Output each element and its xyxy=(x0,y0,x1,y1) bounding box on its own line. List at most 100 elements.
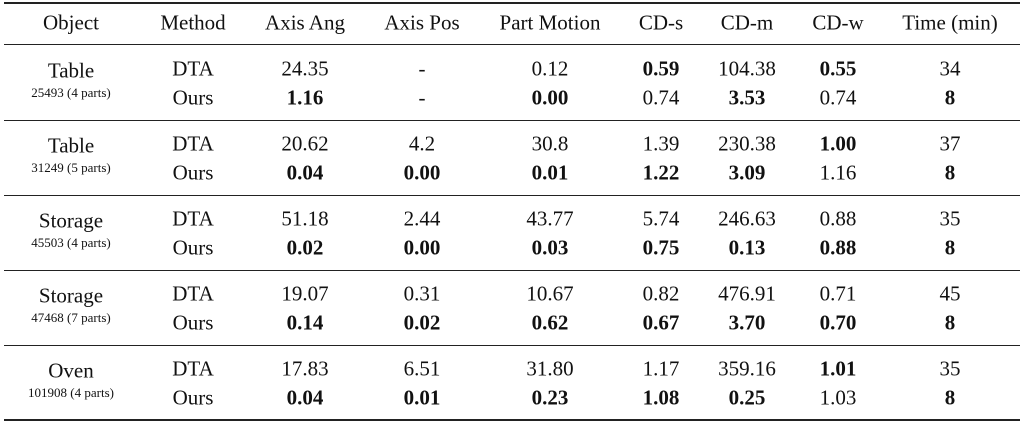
cell: 0.59 xyxy=(642,56,680,81)
cell: 8 xyxy=(944,310,956,335)
cell: 0.75 xyxy=(642,235,680,260)
method: Ours xyxy=(172,310,214,335)
cell: 8 xyxy=(944,235,956,260)
method: DTA xyxy=(172,281,214,306)
cell: 0.55 xyxy=(819,56,857,81)
cell: 34 xyxy=(939,56,961,81)
column-header: CD-w xyxy=(812,10,864,35)
cell: 43.77 xyxy=(526,206,574,231)
column-header: Part Motion xyxy=(499,10,601,35)
object-name: Storage xyxy=(38,208,104,233)
column-header: Axis Pos xyxy=(384,10,460,35)
method: Ours xyxy=(172,85,214,110)
cell: 0.12 xyxy=(531,56,569,81)
cell: 1.08 xyxy=(642,385,680,410)
object-name: Oven xyxy=(48,358,94,383)
cell: 0.67 xyxy=(642,310,680,335)
cell: 30.8 xyxy=(531,131,569,156)
cell: 8 xyxy=(944,160,956,185)
method: Ours xyxy=(172,235,214,260)
cell: 0.01 xyxy=(531,160,569,185)
cell: 31.80 xyxy=(526,356,574,381)
cell: 20.62 xyxy=(281,131,329,156)
object-id: 25493 (4 parts) xyxy=(31,85,111,100)
cell: 0.71 xyxy=(819,281,857,306)
cell: 1.01 xyxy=(819,356,857,381)
cell: 359.16 xyxy=(718,356,776,381)
cell: - xyxy=(418,85,426,110)
cell: - xyxy=(418,56,426,81)
object-id: 47468 (7 parts) xyxy=(31,310,111,325)
cell: 8 xyxy=(944,385,956,410)
cell: 10.67 xyxy=(526,281,574,306)
rule xyxy=(4,419,1020,421)
cell: 0.82 xyxy=(642,281,680,306)
rule xyxy=(4,270,1020,272)
object-id: 101908 (4 parts) xyxy=(28,385,114,400)
column-header: Time (min) xyxy=(902,10,998,35)
cell: 0.04 xyxy=(286,385,324,410)
column-header: Object xyxy=(43,10,99,35)
cell: 19.07 xyxy=(281,281,329,306)
method: DTA xyxy=(172,206,214,231)
column-header: Method xyxy=(160,10,226,35)
cell: 0.74 xyxy=(642,85,680,110)
object-id: 45503 (4 parts) xyxy=(31,235,111,250)
cell: 1.16 xyxy=(819,160,857,185)
cell: 0.74 xyxy=(819,85,857,110)
cell: 8 xyxy=(944,85,956,110)
column-header: Axis Ang xyxy=(265,10,345,35)
cell: 3.70 xyxy=(728,310,766,335)
cell: 0.00 xyxy=(531,85,569,110)
cell: 0.62 xyxy=(531,310,569,335)
rule xyxy=(4,44,1020,46)
cell: 0.31 xyxy=(403,281,441,306)
cell: 0.14 xyxy=(286,310,324,335)
cell: 1.03 xyxy=(819,385,857,410)
cell: 0.00 xyxy=(403,160,441,185)
cell: 0.01 xyxy=(403,385,441,410)
cell: 35 xyxy=(939,356,961,381)
cell: 0.88 xyxy=(819,235,857,260)
cell: 5.74 xyxy=(642,206,680,231)
cell: 0.02 xyxy=(403,310,441,335)
cell: 17.83 xyxy=(281,356,329,381)
cell: 230.38 xyxy=(718,131,776,156)
cell: 4.2 xyxy=(408,131,436,156)
method: Ours xyxy=(172,385,214,410)
cell: 0.00 xyxy=(403,235,441,260)
cell: 1.16 xyxy=(286,85,324,110)
cell: 1.39 xyxy=(642,131,680,156)
object-name: Table xyxy=(47,58,95,83)
rule xyxy=(4,195,1020,197)
cell: 1.22 xyxy=(642,160,680,185)
cell: 476.91 xyxy=(718,281,776,306)
column-header: CD-m xyxy=(720,10,774,35)
rule xyxy=(4,2,1020,4)
cell: 0.70 xyxy=(819,310,857,335)
cell: 0.13 xyxy=(728,235,766,260)
object-name: Table xyxy=(47,133,95,158)
rule xyxy=(4,120,1020,122)
object-name: Storage xyxy=(38,283,104,308)
cell: 1.00 xyxy=(819,131,857,156)
cell: 45 xyxy=(939,281,961,306)
object-id: 31249 (5 parts) xyxy=(31,160,111,175)
cell: 3.53 xyxy=(728,85,766,110)
cell: 35 xyxy=(939,206,961,231)
cell: 6.51 xyxy=(403,356,441,381)
cell: 24.35 xyxy=(281,56,329,81)
method: DTA xyxy=(172,56,214,81)
cell: 0.25 xyxy=(728,385,766,410)
cell: 0.23 xyxy=(531,385,569,410)
method: Ours xyxy=(172,160,214,185)
cell: 104.38 xyxy=(718,56,776,81)
cell: 0.02 xyxy=(286,235,324,260)
cell: 246.63 xyxy=(718,206,776,231)
cell: 0.04 xyxy=(286,160,324,185)
method: DTA xyxy=(172,356,214,381)
cell: 0.88 xyxy=(819,206,857,231)
column-header: CD-s xyxy=(638,10,684,35)
cell: 37 xyxy=(939,131,961,156)
